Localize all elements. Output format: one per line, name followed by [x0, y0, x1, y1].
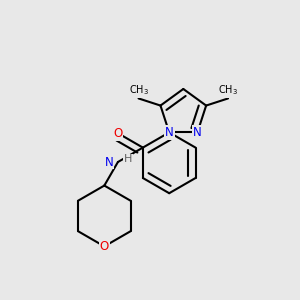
Text: H: H [124, 154, 132, 164]
Text: N: N [165, 126, 174, 139]
Text: N: N [104, 155, 113, 169]
Text: N: N [193, 126, 202, 139]
Text: CH$_3$: CH$_3$ [129, 83, 148, 97]
Text: O: O [100, 240, 109, 253]
Text: O: O [113, 127, 123, 140]
Text: CH$_3$: CH$_3$ [218, 83, 238, 97]
